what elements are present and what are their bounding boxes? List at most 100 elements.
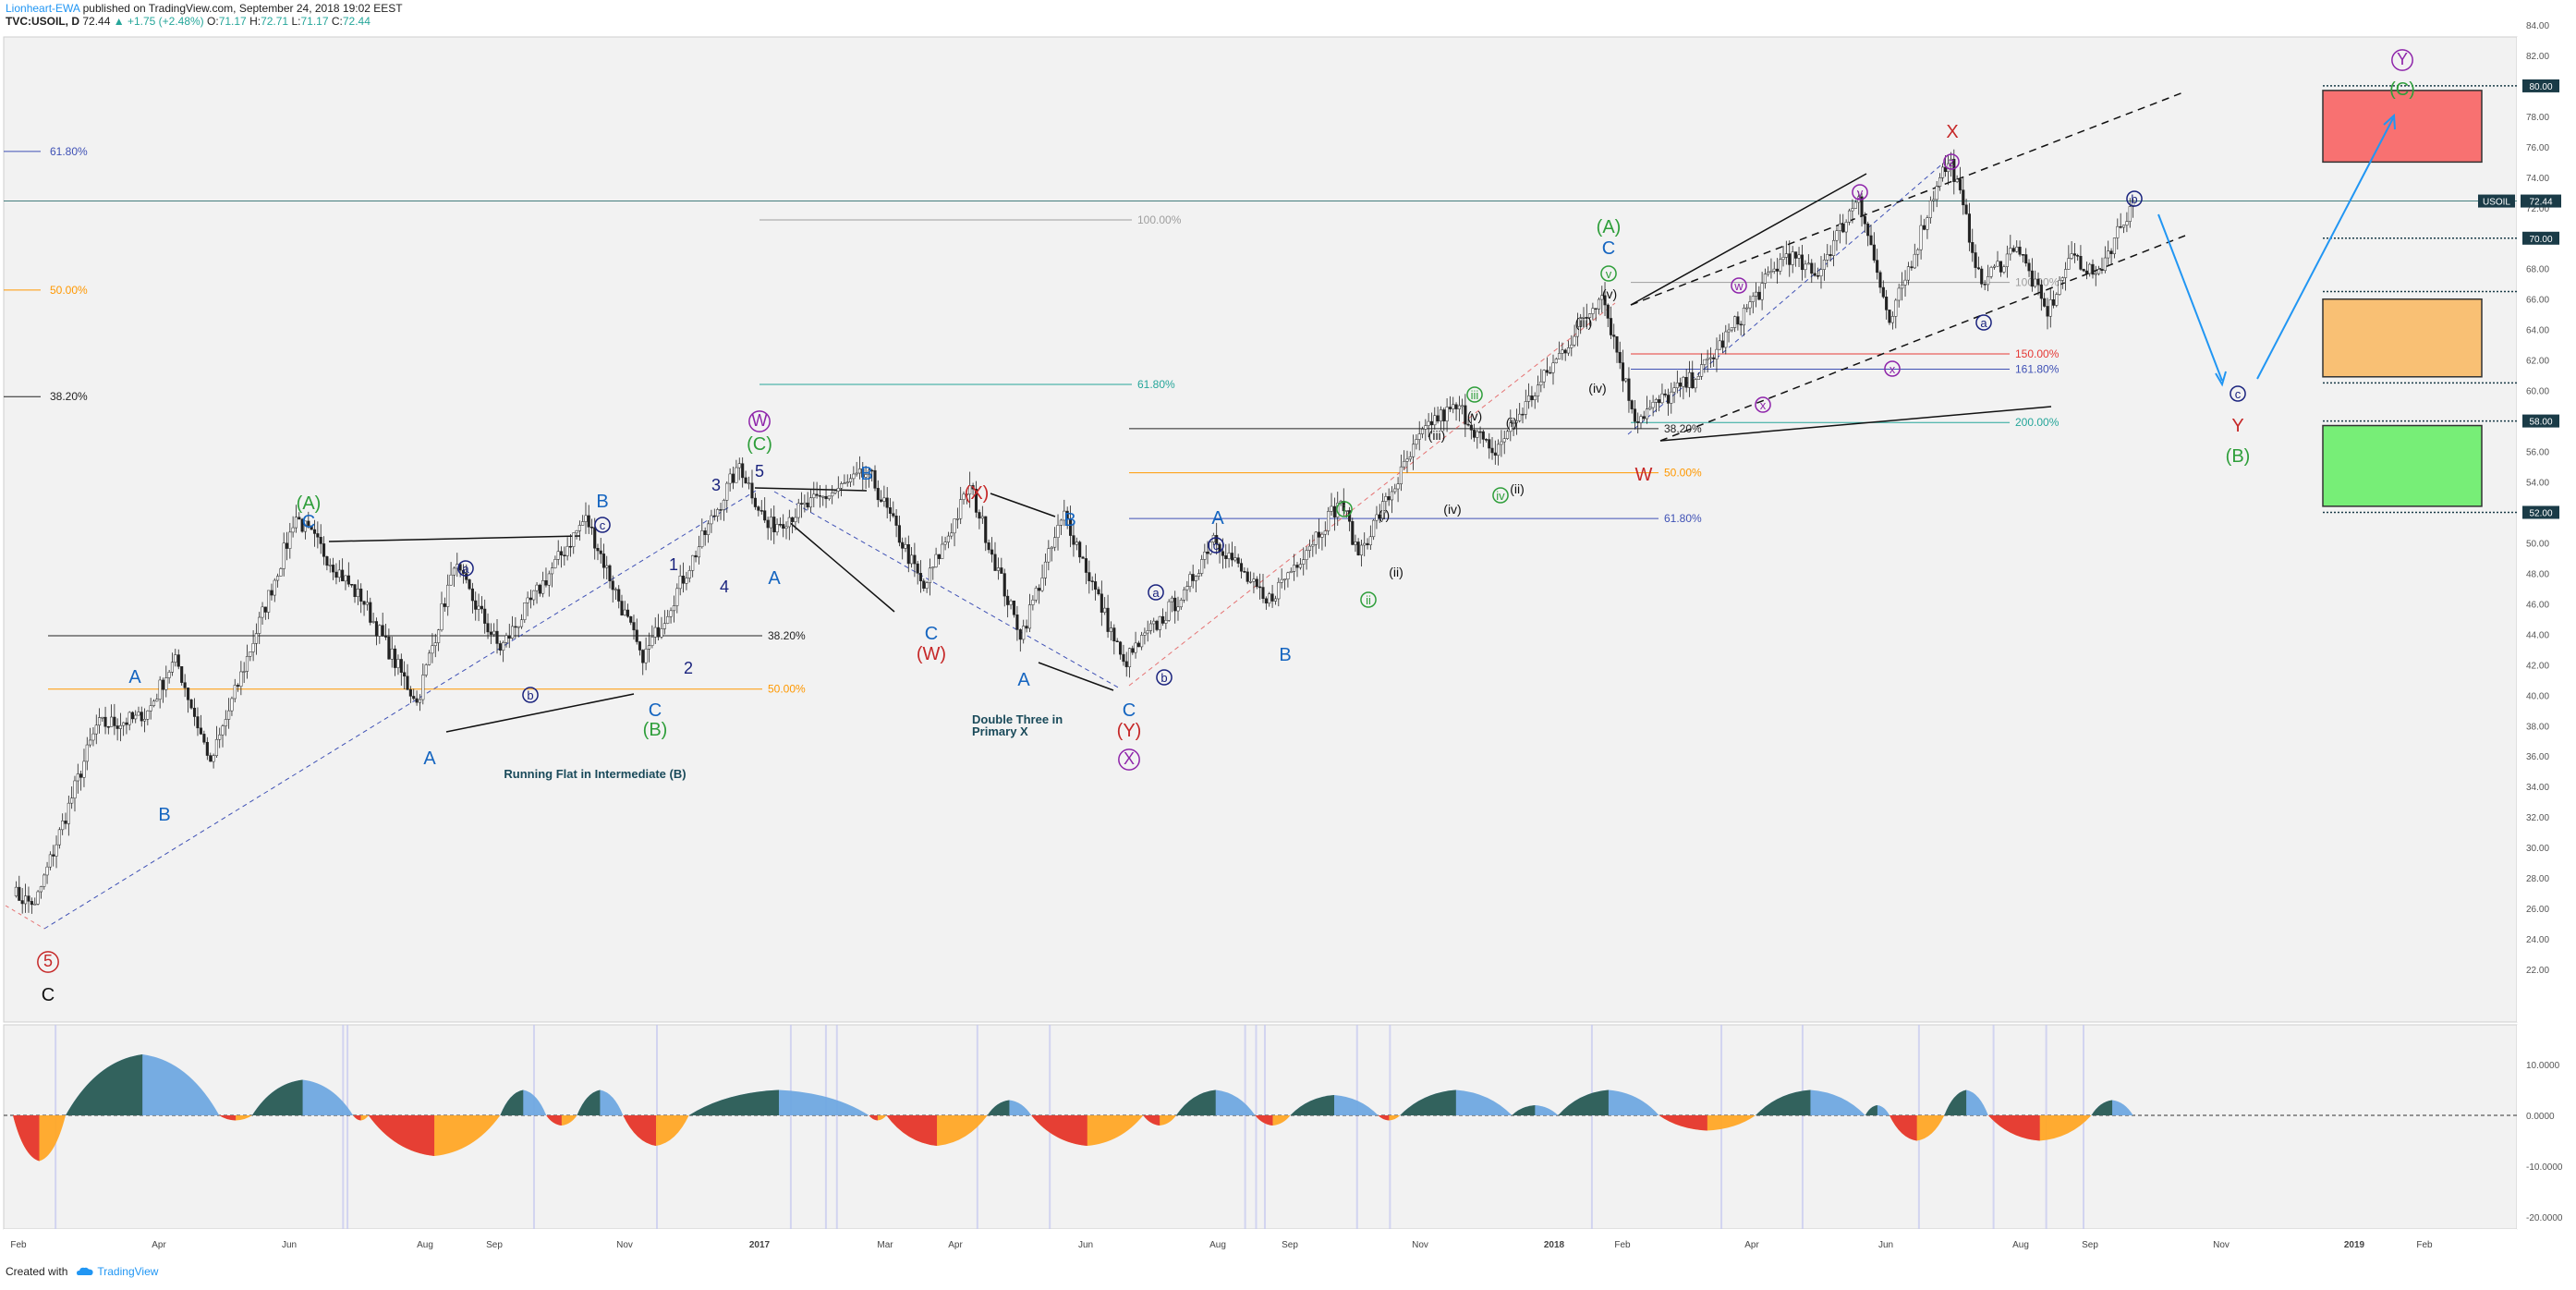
candle-down	[263, 606, 267, 613]
candle-down	[1230, 553, 1234, 561]
price-pane[interactable]	[3, 36, 2518, 1023]
candle-down	[753, 497, 757, 507]
candle-up	[1941, 166, 1945, 178]
candle-up	[547, 573, 551, 586]
candle-up	[955, 517, 959, 520]
candle-down	[1136, 642, 1140, 648]
candle-down	[922, 580, 926, 589]
price-level-badge	[2522, 79, 2559, 92]
wave-label: (C)	[747, 434, 772, 455]
candle-down	[694, 554, 698, 558]
price-tick-label: 44.00	[2526, 630, 2549, 640]
oscillator-axis[interactable]	[2517, 1025, 2572, 1229]
oscillator-positive-core	[66, 1054, 143, 1115]
wave-circle	[594, 517, 611, 533]
candle-down	[1006, 595, 1010, 605]
candle-up	[2015, 247, 2019, 252]
candle-up	[70, 797, 74, 804]
wave-label: a	[462, 562, 469, 576]
candle-down	[1869, 235, 1873, 246]
last-price-label: 72.44	[2529, 198, 2552, 208]
candle-down	[800, 503, 804, 505]
candle-down	[913, 554, 917, 565]
candle-down	[529, 597, 532, 601]
candle-down	[113, 716, 116, 726]
high-label: H:	[249, 15, 261, 28]
candle-down	[1002, 573, 1006, 597]
wave-circle	[1884, 360, 1901, 377]
candle-up	[1476, 431, 1479, 438]
time-axis[interactable]	[4, 1229, 2517, 1249]
oscillator-negative-core	[1378, 1115, 1390, 1121]
candle-up	[928, 567, 931, 583]
low-value: 71.17	[300, 15, 329, 28]
candle-up	[1919, 225, 1923, 250]
candle-down	[2100, 269, 2104, 272]
candle-up	[291, 527, 295, 533]
candle-down	[1318, 531, 1321, 538]
candle-up	[356, 589, 359, 598]
candle-down	[1757, 291, 1761, 300]
candle-up	[437, 629, 441, 643]
wave-label: C	[42, 985, 55, 1005]
wave-circle	[522, 687, 539, 703]
candle-down	[818, 494, 821, 497]
price-level-badge	[2522, 231, 2559, 245]
author-link[interactable]: Lionheart-EWA	[6, 2, 80, 15]
tradingview-link[interactable]: TradingView	[77, 1265, 158, 1278]
wave-circle	[2126, 190, 2143, 207]
candle-down	[1810, 262, 1814, 274]
candle-down	[316, 533, 320, 538]
trend-line	[328, 535, 581, 542]
candle-down	[1081, 556, 1085, 559]
candle-up	[1579, 317, 1583, 327]
candle-up	[831, 493, 834, 497]
open-value: 71.17	[218, 15, 247, 28]
candle-down	[1012, 600, 1016, 615]
price-tick-label: 26.00	[2526, 905, 2549, 915]
symbol-name[interactable]: TVC:USOIL, D	[6, 15, 79, 28]
candle-down	[1658, 399, 1661, 404]
close-label: C:	[331, 15, 343, 28]
candle-up	[142, 719, 147, 722]
price-tick-label: 74.00	[2526, 174, 2549, 184]
oscillator-marker-band	[1992, 1025, 1995, 1229]
candle-down	[2091, 263, 2095, 275]
candle-down	[596, 548, 600, 552]
candle-down	[599, 550, 602, 554]
candle-up	[118, 724, 122, 729]
candle-down	[1663, 393, 1667, 396]
candle-down	[1236, 557, 1240, 564]
price-tick-label: 78.00	[2526, 113, 2549, 123]
candle-up	[1781, 257, 1785, 261]
close-value: 72.44	[342, 15, 371, 28]
oscillator-negative-core	[219, 1115, 237, 1121]
fib-level-label: 38.20%	[1664, 422, 1702, 435]
time-tick-label: 2017	[749, 1240, 771, 1250]
red-zone	[2322, 90, 2483, 164]
candle-up	[1381, 501, 1385, 519]
price-tick-label: 62.00	[2526, 357, 2549, 367]
candle-down	[374, 621, 379, 637]
candle-down	[1221, 551, 1224, 556]
candle-up	[700, 530, 704, 548]
candle-up	[605, 565, 609, 568]
price-tick-label: 66.00	[2526, 296, 2549, 306]
candle-up	[941, 543, 944, 559]
candle-up	[808, 497, 813, 508]
candle-up	[882, 497, 886, 502]
candle-up	[242, 671, 246, 673]
candle-down	[1618, 351, 1622, 363]
candle-up	[946, 535, 950, 542]
candle-down	[307, 520, 310, 527]
candle-up	[716, 509, 720, 517]
candle-up	[572, 532, 576, 547]
candle-up	[710, 515, 713, 525]
candle-down	[161, 679, 165, 690]
candle-up	[1760, 283, 1764, 300]
time-tick-label: Sep	[1282, 1240, 1298, 1250]
time-tick-label: Apr	[152, 1240, 166, 1250]
time-tick-label: Nov	[1412, 1240, 1428, 1250]
candle-up	[1176, 606, 1180, 612]
